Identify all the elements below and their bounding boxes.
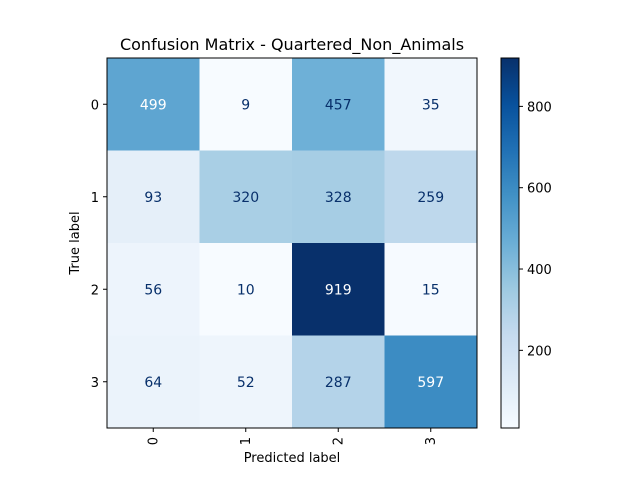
- heatmap-cell: [384, 150, 478, 244]
- cell-value-label: 287: [325, 375, 352, 391]
- heatmap-cell: [384, 243, 478, 336]
- y-axis-label: True label: [68, 211, 83, 275]
- x-axis-label: Predicted label: [244, 451, 341, 466]
- y-tick-label: 3: [91, 376, 99, 391]
- x-tick-label: 2: [331, 437, 346, 445]
- cell-value-label: 15: [422, 282, 440, 298]
- heatmap-cell: [292, 243, 385, 336]
- x-tick-label: 1: [239, 437, 254, 445]
- heatmap-cell: [199, 335, 293, 429]
- y-tick-label: 2: [91, 283, 99, 298]
- cell-value-label: 52: [237, 375, 255, 391]
- cell-value-label: 10: [237, 282, 255, 298]
- y-tick-label: 1: [91, 191, 99, 206]
- cell-value-label: 56: [144, 282, 162, 298]
- cell-value-label: 919: [325, 282, 352, 298]
- colorbar-tick-label: 600: [527, 182, 552, 197]
- heatmap-cell: [292, 150, 385, 244]
- cell-value-label: 457: [325, 97, 352, 113]
- heatmap-cell: [292, 335, 385, 429]
- cell-value-label: 328: [325, 190, 352, 206]
- heatmap-cell: [107, 150, 200, 244]
- cell-value-label: 93: [144, 190, 162, 206]
- heatmap-cell: [199, 58, 293, 151]
- heatmap-cell: [107, 58, 200, 151]
- chart-title: Confusion Matrix - Quartered_Non_Animals: [120, 35, 464, 55]
- x-axis-ticks: 0 1 2 3: [146, 428, 439, 445]
- cell-value-label: 499: [140, 97, 167, 113]
- colorbar-tick-label: 800: [527, 100, 552, 115]
- heatmap-cell: [107, 243, 200, 336]
- colorbar-tick-label: 400: [527, 263, 552, 278]
- plot-frame: [106, 57, 478, 429]
- heatmap-cell: [199, 150, 293, 244]
- heatmap-cell-labels: 499 9 457 35 93 320 328 259 56 10 919 15 64 52 287 597: [140, 97, 444, 391]
- heatmap-cell: [107, 335, 200, 429]
- y-axis-ticks: 0 1 2 3: [91, 98, 107, 391]
- heatmap-cell: [384, 58, 478, 151]
- heatmap-cell: [384, 335, 478, 429]
- x-tick-label: 0: [146, 437, 161, 445]
- cell-value-label: 259: [417, 190, 444, 206]
- cell-value-label: 597: [417, 375, 444, 391]
- y-tick-label: 0: [91, 98, 99, 113]
- cell-value-label: 9: [241, 97, 250, 113]
- cell-value-label: 64: [144, 375, 162, 391]
- x-tick-label: 3: [424, 437, 439, 445]
- heatmap-cells: [107, 58, 478, 429]
- colorbar-ticks: 200 400 600 800: [519, 100, 552, 359]
- heatmap-cell: [292, 58, 385, 151]
- colorbar: [500, 57, 520, 429]
- cell-value-label: 320: [232, 190, 259, 206]
- colorbar-tick-label: 200: [527, 344, 552, 359]
- cell-value-label: 35: [422, 97, 440, 113]
- heatmap-cell: [199, 243, 293, 336]
